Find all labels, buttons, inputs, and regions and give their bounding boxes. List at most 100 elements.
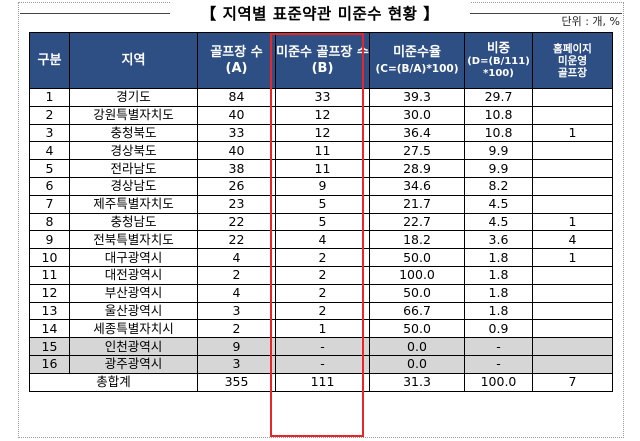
cell-noncompliant: 4 [275,230,370,250]
cell-rate: 28.9 [369,159,465,178]
cell-rate: 66.7 [369,301,465,321]
cell-golf-count: 2 [197,319,276,339]
cell-share: 4.5 [464,194,533,214]
table-row: 5 전라남도 38 11 28.9 9.9 [29,159,613,178]
table-row: 1 경기도 84 33 39.3 29.7 [29,88,613,107]
cell-no: 6 [29,176,70,196]
header-golf-count-label: 골프장 수 [210,44,263,60]
title-rule-left [20,13,170,14]
total-cell-noncompliant: 111 [275,372,370,392]
cell-no: 5 [29,159,70,178]
cell-noncompliant: 12 [275,105,370,125]
header-noncompliant-count: 미준수 골프장 수 (B) [275,32,370,89]
cell-region: 경기도 [69,88,198,107]
cell-region: 인천광역시 [69,337,198,356]
cell-region: 울산광역시 [69,301,198,321]
cell-no-homepage [532,176,613,196]
cell-share: 9.9 [464,159,533,178]
header-no-homepage-2: 미운영 [558,54,587,67]
table-row: 4 경상북도 40 11 27.5 9.9 [29,141,613,161]
cell-share: - [464,337,533,356]
table-row: 9 전북특별자치도 22 4 18.2 3.6 4 [29,230,613,250]
cell-noncompliant: 12 [275,123,370,143]
table-title: 【 지역별 표준약관 미준수 현황 】 [170,2,470,26]
cell-no: 11 [29,265,70,285]
cell-noncompliant: 33 [275,88,370,107]
total-cell-rate: 31.3 [369,372,465,392]
cell-region: 대전광역시 [69,265,198,285]
cell-no-homepage [532,301,613,321]
total-label: 총합계 [29,372,198,392]
compliance-table: 구분 지역 골프장 수 (A) 미준수 골프장 수 (B) 미준수율 (C=(B… [29,32,613,392]
cell-region: 경상북도 [69,141,198,161]
cell-no-homepage: 1 [532,212,613,232]
cell-noncompliant: 11 [275,141,370,161]
cell-share: 1.8 [464,283,533,303]
cell-no: 15 [29,337,70,356]
cell-golf-count: 38 [197,159,276,178]
cell-share: 1.8 [464,265,533,285]
table-row: 7 제주특별자치도 23 5 21.7 4.5 [29,194,613,214]
cell-region: 대구광역시 [69,248,198,267]
cell-share: 10.8 [464,123,533,143]
cell-no: 14 [29,319,70,339]
header-category: 구분 [29,32,70,89]
cell-golf-count: 9 [197,337,276,356]
cell-rate: 0.0 [369,354,465,374]
table-row: 14 세종특별자치시 2 1 50.0 0.9 [29,319,613,339]
table-body: 1 경기도 84 33 39.3 29.7 2 강원특별자치도 40 12 30.0 10.8 3 충청북… [29,88,613,392]
table-row: 12 부산광역시 4 2 50.0 1.8 [29,283,613,303]
table-row: 2 강원특별자치도 40 12 30.0 10.8 [29,105,613,125]
header-no-homepage: 홈페이지 미운영 골프장 [532,32,613,89]
total-cell-no-homepage: 7 [532,372,613,392]
cell-golf-count: 22 [197,212,276,232]
cell-no-homepage [532,319,613,339]
cell-no-homepage [532,159,613,178]
table-row: 11 대전광역시 2 2 100.0 1.8 [29,265,613,285]
cell-rate: 22.7 [369,212,465,232]
table-row: 6 경상남도 26 9 34.6 8.2 [29,176,613,196]
header-no-homepage-1: 홈페이지 [553,42,592,55]
cell-golf-count: 4 [197,283,276,303]
cell-share: 1.8 [464,248,533,267]
cell-rate: 50.0 [369,248,465,267]
cell-rate: 34.6 [369,176,465,196]
cell-no: 2 [29,105,70,125]
cell-no: 13 [29,301,70,321]
title-rule-right [470,13,622,14]
header-golf-count: 골프장 수 (A) [197,32,276,89]
cell-noncompliant: 2 [275,248,370,267]
cell-no-homepage: 4 [532,230,613,250]
cell-no-homepage [532,105,613,125]
cell-golf-count: 33 [197,123,276,143]
cell-no: 12 [29,283,70,303]
cell-golf-count: 22 [197,230,276,250]
cell-region: 경상남도 [69,176,198,196]
cell-share: 8.2 [464,176,533,196]
total-row: 총합계 355 111 31.3 100.0 7 [29,372,613,392]
cell-noncompliant: 5 [275,212,370,232]
cell-rate: 50.0 [369,319,465,339]
cell-noncompliant: 2 [275,265,370,285]
cell-no: 1 [29,88,70,107]
cell-noncompliant: - [275,354,370,374]
cell-no: 3 [29,123,70,143]
header-noncompliant-formula: (B) [311,60,334,76]
cell-golf-count: 84 [197,88,276,107]
header-row: 구분 지역 골프장 수 (A) 미준수 골프장 수 (B) 미준수율 (C=(B… [29,32,613,89]
cell-region: 충청북도 [69,123,198,143]
cell-noncompliant: 2 [275,301,370,321]
header-noncompliance-rate: 미준수율 (C=(B/A)*100) [369,32,465,89]
cell-noncompliant: 5 [275,194,370,214]
cell-no-homepage [532,354,613,374]
header-golf-count-formula: (A) [225,60,248,76]
cell-rate: 0.0 [369,337,465,356]
cell-region: 세종특별자치시 [69,319,198,339]
cell-no-homepage [532,283,613,303]
header-share-formula-1: (D=(B/111) [467,55,530,67]
cell-no-homepage [532,194,613,214]
cell-share: 9.9 [464,141,533,161]
cell-golf-count: 40 [197,141,276,161]
header-share-label: 비중 [486,39,510,55]
cell-golf-count: 26 [197,176,276,196]
